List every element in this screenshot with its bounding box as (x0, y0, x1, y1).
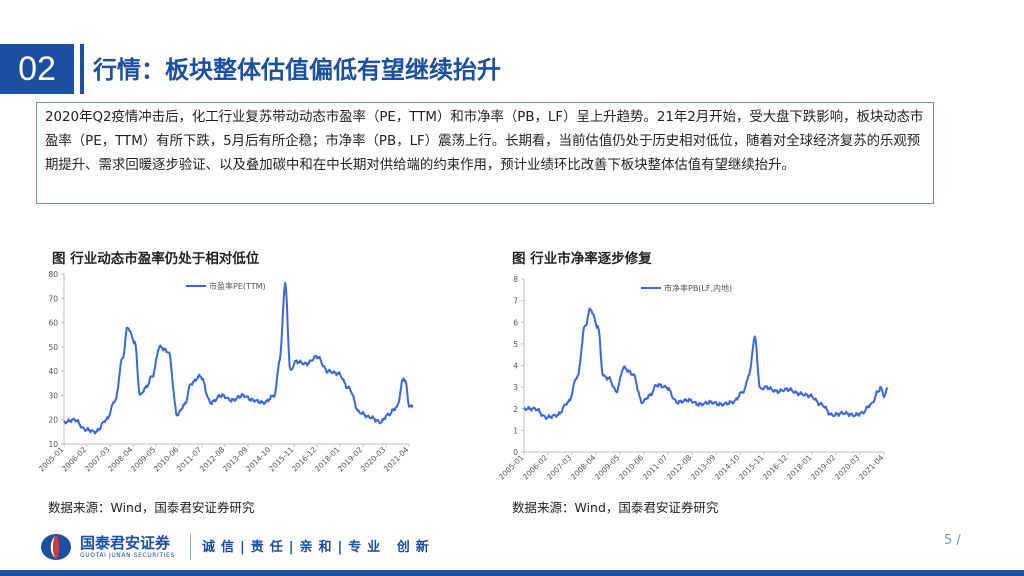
y-tick-label: 70 (48, 294, 58, 303)
section-header: 02 行情：板块整体估值偏低有望继续抬升 (0, 40, 1024, 94)
x-tick-label: 2019-02 (809, 453, 838, 482)
section-number: 02 (0, 44, 74, 94)
company-logo-icon (41, 534, 71, 560)
y-tick-label: 30 (48, 391, 58, 400)
y-tick-label: 40 (48, 367, 58, 376)
x-tick-label: 2007-03 (545, 453, 574, 482)
company-name: 国泰君安证券 (80, 534, 171, 552)
y-tick-label: 6 (513, 318, 518, 327)
page-number: 5 / (944, 533, 961, 548)
y-tick-label: 2 (513, 405, 518, 414)
y-tick-label: 0 (513, 448, 518, 457)
x-tick-label: 2015-11 (737, 453, 766, 482)
y-tick-label: 50 (48, 343, 58, 352)
x-tick-label: 2021-04 (857, 453, 886, 482)
figure-title-pe: 图 行业动态市盈率仍处于相对低位 (52, 251, 260, 267)
x-tick-label: 2006-02 (521, 453, 550, 482)
y-tick-label: 10 (48, 440, 58, 449)
footer-band (0, 570, 1024, 576)
company-name-en: GUOTAI JUNAN SECURITIES (80, 552, 175, 559)
footer-divider (190, 534, 191, 560)
legend-label: 市净率PB(LF,内地) (664, 283, 732, 293)
summary-box: 2020年Q2疫情冲击后，化工行业复苏带动动态市盈率（PE，TTM）和市净率（P… (36, 102, 934, 204)
x-tick-label: 2014-10 (713, 453, 742, 482)
y-tick-label: 1 (513, 426, 518, 435)
x-tick-label: 2016-12 (761, 453, 790, 482)
section-divider (80, 44, 84, 94)
footer: 国泰君安证券 GUOTAI JUNAN SECURITIES 诚信|责任|亲和|… (0, 524, 1024, 576)
x-tick-label: 2013-09 (689, 453, 718, 482)
x-tick-label: 2012-08 (665, 453, 694, 482)
x-tick-label: 2010-06 (617, 453, 646, 482)
x-tick-label: 2020-03 (833, 453, 862, 482)
x-tick-label: 2009-05 (593, 453, 622, 482)
y-tick-label: 5 (513, 340, 518, 349)
y-tick-label: 7 (513, 297, 518, 306)
x-tick-label: 2011-07 (641, 453, 670, 482)
chart-pb: 0 1 2 3 4 5 6 7 8 2005-012006-022007-032008-04200… (497, 275, 889, 482)
y-tick-label: 8 (513, 275, 518, 284)
y-tick-label: 3 (513, 383, 518, 392)
legend-label: 市盈率PE(TTM) (209, 281, 266, 291)
x-tick-label: 2021-04 (382, 445, 411, 474)
chart-pe: 10203040506070802005-012006-022007-03200… (37, 270, 414, 474)
series-line (63, 281, 414, 435)
page-title: 行情：板块整体估值偏低有望继续抬升 (93, 56, 501, 84)
figure-title-pb: 图 行业市净率逐步修复 (512, 251, 652, 267)
y-tick-label: 80 (48, 270, 58, 279)
source-note-pe: 数据来源：Wind，国泰君安证券研究 (48, 500, 255, 515)
series-line (523, 307, 889, 420)
slogan: 诚信|责任|亲和|专业 创新 (202, 540, 435, 555)
x-tick-label: 2018-01 (785, 453, 814, 482)
y-tick-label: 60 (48, 319, 58, 328)
summary-text: 2020年Q2疫情冲击后，化工行业复苏带动动态市盈率（PE，TTM）和市净率（P… (45, 110, 924, 173)
x-tick-label: 2005-01 (497, 453, 526, 482)
y-tick-label: 20 (48, 416, 58, 425)
x-tick-label: 2008-04 (569, 453, 598, 482)
source-note-pb: 数据来源：Wind，国泰君安证券研究 (512, 500, 719, 515)
y-tick-label: 4 (513, 362, 518, 371)
